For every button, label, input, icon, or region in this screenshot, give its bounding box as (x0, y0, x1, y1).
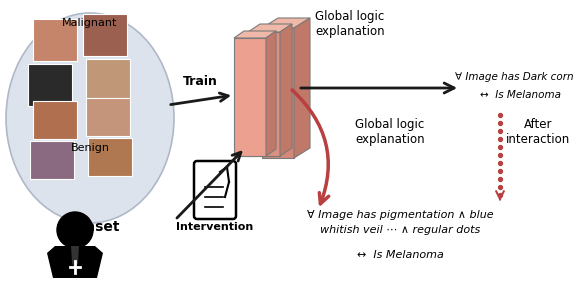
Ellipse shape (6, 13, 174, 223)
Text: Train: Train (183, 75, 218, 88)
Text: ∀ Image has Dark corner: ∀ Image has Dark corner (455, 72, 574, 82)
Polygon shape (266, 31, 276, 156)
Text: whitish veil ⋯ ∧ regular dots: whitish veil ⋯ ∧ regular dots (320, 225, 480, 235)
FancyBboxPatch shape (194, 161, 236, 219)
Text: After
interaction: After interaction (506, 118, 570, 146)
Text: ∀ Image has pigmentation ∧ blue: ∀ Image has pigmentation ∧ blue (307, 210, 493, 220)
Text: Global logic
explanation: Global logic explanation (355, 118, 425, 146)
Polygon shape (47, 246, 103, 278)
Bar (86, 59, 130, 101)
Bar (33, 19, 77, 61)
Bar (83, 14, 127, 56)
Bar (28, 64, 72, 106)
Polygon shape (280, 24, 292, 156)
Bar (262, 28, 294, 158)
Text: ↔  Is Melanoma: ↔ Is Melanoma (356, 250, 444, 260)
Bar (88, 138, 132, 176)
Text: ↔  Is Melanoma: ↔ Is Melanoma (479, 90, 560, 100)
Circle shape (57, 212, 93, 248)
Text: Intervention: Intervention (176, 222, 254, 232)
Text: Malignant: Malignant (63, 18, 118, 28)
Polygon shape (262, 18, 310, 28)
Text: Global logic
explanation: Global logic explanation (315, 10, 385, 38)
Polygon shape (248, 24, 292, 32)
Bar (86, 98, 130, 136)
Bar (30, 141, 74, 179)
Bar (234, 38, 266, 156)
Bar (248, 32, 280, 156)
Polygon shape (234, 31, 276, 38)
Polygon shape (294, 18, 310, 158)
Polygon shape (71, 246, 79, 270)
Bar (33, 101, 77, 139)
Text: Benign: Benign (71, 143, 110, 153)
Text: Dataset: Dataset (59, 220, 121, 234)
